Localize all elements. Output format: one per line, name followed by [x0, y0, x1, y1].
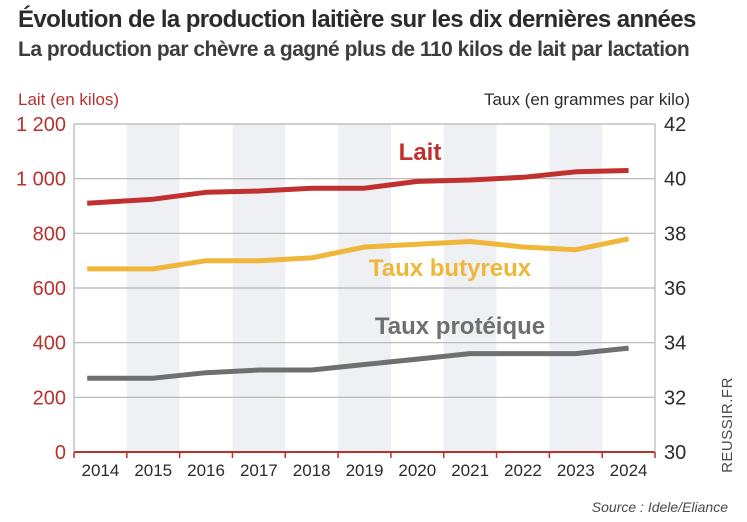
series-label-lait: Lait	[399, 139, 442, 166]
right-axis-label: Taux (en grammes par kilo)	[484, 90, 690, 109]
left-axis-tick: 1 200	[16, 114, 66, 136]
x-axis-tick-2015: 2015	[134, 461, 172, 480]
x-axis-tick-2020: 2020	[398, 461, 436, 480]
series-line-1	[87, 236, 630, 272]
x-axis-tick-2021: 2021	[451, 461, 489, 480]
left-axis-tick: 200	[33, 387, 66, 409]
left-axis-tick: 0	[55, 442, 66, 464]
left-axis-tick: 400	[33, 333, 66, 355]
x-axis-tick-2023: 2023	[557, 461, 595, 480]
x-axis-tick-2019: 2019	[346, 461, 384, 480]
series-line-0	[87, 168, 629, 206]
source-text: Source : Idele/Eliance	[592, 499, 728, 515]
series-label-taux-butyreux: Taux butyreux	[369, 255, 532, 282]
right-axis-tick: 42	[664, 114, 686, 136]
x-axis-tick-2014: 2014	[81, 461, 119, 480]
right-axis-tick: 32	[664, 387, 686, 409]
x-axis-tick-2018: 2018	[293, 461, 331, 480]
left-axis-tick: 600	[33, 278, 66, 300]
x-axis-tick-2022: 2022	[504, 461, 542, 480]
right-axis-tick: 36	[664, 278, 686, 300]
x-axis-tick-2024: 2024	[610, 461, 648, 480]
left-axis-tick: 1 000	[16, 169, 66, 191]
credit-text: REUSSIR.FR	[719, 377, 736, 473]
series-label-taux-proteique: Taux protéique	[375, 313, 545, 340]
chart-subtitle: La production par chèvre a gagné plus de…	[18, 38, 690, 61]
right-axis-tick: 38	[664, 223, 686, 245]
x-axis-tick-2016: 2016	[187, 461, 225, 480]
right-axis-tick: 34	[664, 333, 686, 355]
chart-title: Évolution de la production laitière sur …	[18, 6, 696, 33]
right-axis-tick: 40	[664, 169, 686, 191]
x-axis-tick-2017: 2017	[240, 461, 278, 480]
right-axis-tick: 30	[664, 442, 686, 464]
series-line-2	[87, 345, 629, 381]
left-axis-label: Lait (en kilos)	[18, 90, 119, 109]
left-axis-tick: 800	[33, 223, 66, 245]
